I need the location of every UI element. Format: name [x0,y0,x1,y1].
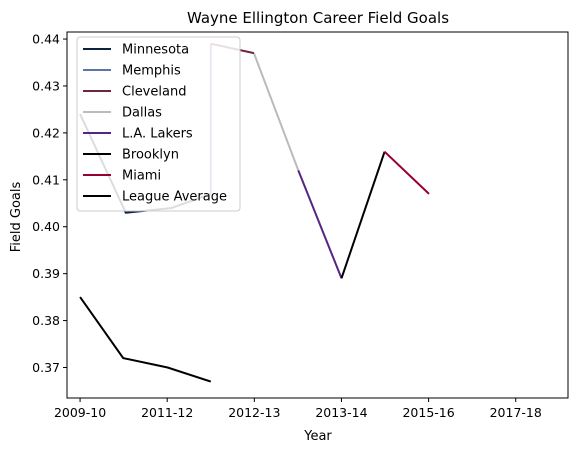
series-line-league-average [80,297,211,382]
y-axis-label: Field Goals [9,182,24,253]
y-tick-label: 0.41 [32,172,60,187]
y-tick-label: 0.38 [32,313,60,328]
legend-label-3: Dallas [122,106,162,121]
series-line-brooklyn [342,152,385,279]
y-tick-label: 0.44 [32,32,60,47]
legend-label-1: Memphis [122,64,181,79]
series-line-l-a-lakers [298,170,341,278]
legend-label-4: L.A. Lakers [122,127,193,142]
series-line-miami [385,152,429,194]
series-line-dallas-b [254,53,298,170]
legend-label-5: Brooklyn [122,148,179,163]
y-tick-label: 0.39 [32,266,60,281]
legend-label-0: Minnesota [122,43,189,58]
legend: Minnesota Memphis Cleveland Dallas L.A. Lake… [77,37,240,211]
x-tick-label: 2012-13 [228,405,280,420]
legend-label-7: League Average [122,190,227,205]
x-axis-label: Year [303,429,332,444]
x-tick-label: 2015-16 [402,405,454,420]
x-tick-label: 2013-14 [315,405,367,420]
x-tick-label: 2009-10 [54,405,106,420]
legend-label-2: Cleveland [122,85,186,100]
y-tick-label: 0.37 [32,360,60,375]
chart-title: Wayne Ellington Career Field Goals [187,9,449,27]
x-tick-label: 2017-18 [490,405,542,420]
x-tick-label: 2011-12 [141,405,193,420]
y-tick-label: 0.42 [32,125,60,140]
legend-label-6: Miami [122,169,161,184]
y-tick-label: 0.43 [32,78,60,93]
y-tick-label: 0.40 [32,219,60,234]
